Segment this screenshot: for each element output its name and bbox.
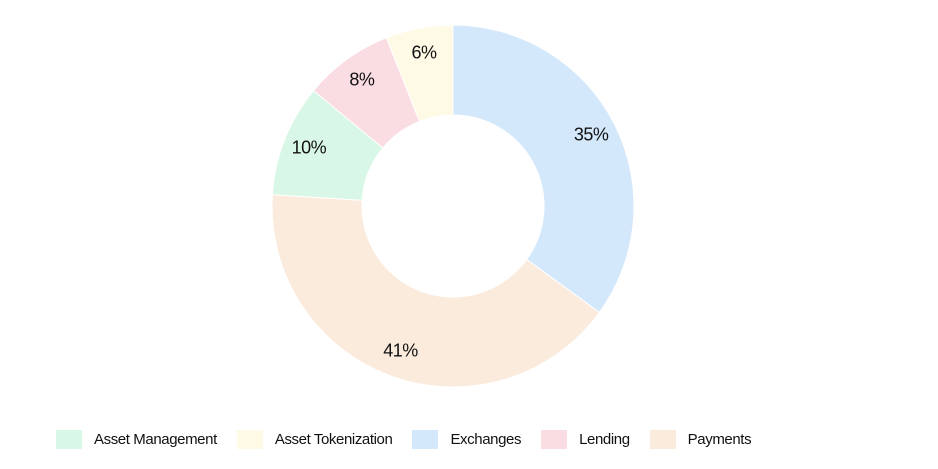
legend-label-payments: Payments <box>687 430 752 448</box>
legend-label-asset-tokenization: Asset Tokenization <box>274 430 393 448</box>
legend-swatch-payments <box>649 429 676 449</box>
legend-item-payments[interactable]: Payments <box>649 429 752 449</box>
chart-legend: Asset Management Asset Tokenization Exch… <box>56 427 771 451</box>
legend-swatch-lending <box>541 429 568 449</box>
legend-label-asset-management: Asset Management <box>94 430 217 448</box>
slice-label-asset-management: 10% <box>292 138 327 158</box>
donut-chart-svg: 35% 41% 10% 8% 6% <box>271 24 635 388</box>
legend-item-exchanges[interactable]: Exchanges <box>412 429 522 449</box>
slice-label-asset-tokenization: 6% <box>411 42 437 62</box>
legend-item-asset-tokenization[interactable]: Asset Tokenization <box>236 429 393 449</box>
legend-item-lending[interactable]: Lending <box>541 429 630 449</box>
legend-label-exchanges: Exchanges <box>450 430 522 448</box>
legend-swatch-asset-tokenization <box>236 429 263 449</box>
legend-item-asset-management[interactable]: Asset Management <box>56 429 217 449</box>
legend-swatch-asset-management <box>56 429 82 449</box>
slice-label-payments: 41% <box>383 341 418 361</box>
slice-asset-tokenization[interactable] <box>385 24 454 123</box>
legend-label-lending: Lending <box>579 430 630 448</box>
slice-payments[interactable] <box>271 194 601 388</box>
slice-exchanges[interactable] <box>452 24 635 314</box>
legend-swatch-exchanges <box>412 429 439 449</box>
slice-label-exchanges: 35% <box>574 124 609 144</box>
slice-label-lending: 8% <box>349 69 375 89</box>
